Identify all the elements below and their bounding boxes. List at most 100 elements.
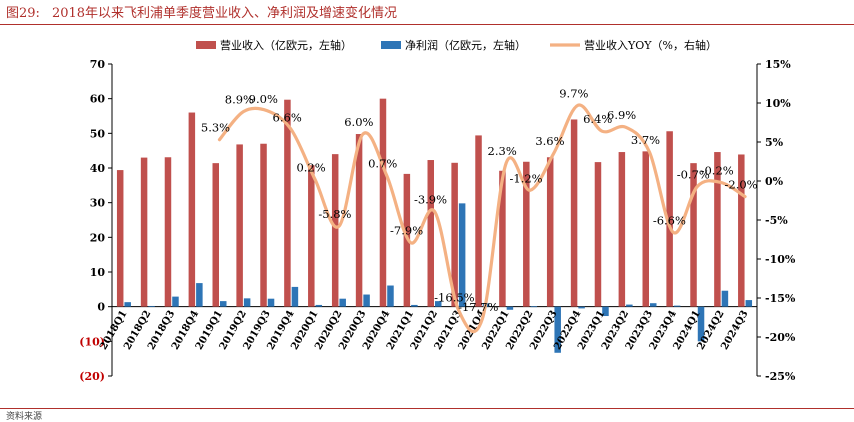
- profit-bar: [339, 298, 346, 307]
- legend-profit-swatch: [381, 41, 401, 49]
- figure-number: 图29:: [6, 6, 40, 21]
- revenue-bar: [140, 157, 148, 307]
- right-tick-label: 15%: [765, 58, 791, 71]
- revenue-bar: [499, 170, 506, 307]
- yoy-data-label: -7.9%: [390, 224, 423, 238]
- left-tick-label: 60: [90, 93, 106, 106]
- profit-bar: [196, 283, 203, 307]
- yoy-data-label: -2.0%: [725, 178, 758, 192]
- profit-bar: [650, 303, 657, 307]
- revenue-bar: [355, 134, 363, 307]
- profit-bar: [220, 301, 227, 307]
- profit-bar: [124, 302, 131, 307]
- revenue-bar: [164, 157, 172, 307]
- right-tick-label: -10%: [765, 253, 796, 266]
- right-tick-label: 0%: [765, 175, 784, 188]
- legend-revenue-swatch: [196, 41, 216, 49]
- left-tick-label: 20: [90, 231, 106, 244]
- yoy-data-label: 8.9%: [225, 93, 254, 107]
- left-tick-label: (10): [79, 335, 105, 348]
- profit-bar: [435, 301, 442, 307]
- revenue-bar: [284, 99, 291, 307]
- revenue-bar: [260, 143, 267, 307]
- yoy-data-label: 6.9%: [607, 108, 636, 122]
- figure-title-text: 2018年以来飞利浦单季度营业收入、净利润及增速变化情况: [51, 6, 398, 21]
- right-tick-label: -20%: [765, 331, 796, 344]
- left-tick-label: 50: [90, 127, 106, 140]
- left-tick-label: 0: [97, 301, 105, 314]
- profit-bar: [387, 285, 394, 307]
- profit-bar: [554, 306, 561, 353]
- revenue-bar: [116, 170, 124, 307]
- yoy-data-label: -6.6%: [653, 213, 686, 227]
- yoy-line: [217, 103, 747, 334]
- right-tick-label: -5%: [765, 214, 788, 227]
- revenue-bar: [738, 154, 745, 307]
- left-tick-label: (20): [79, 370, 105, 383]
- profit-bar: [530, 306, 538, 308]
- yoy-data-label: -17.7%: [458, 300, 498, 314]
- revenue-bar: [308, 165, 315, 307]
- profit-bar: [626, 304, 633, 307]
- revenue-bar: [451, 162, 458, 307]
- profit-bar: [697, 306, 705, 342]
- yoy-data-label: 2.3%: [488, 144, 517, 158]
- profit-bar: [411, 304, 418, 307]
- legend-yoy-label: 营业收入YOY（%，右轴）: [584, 38, 717, 52]
- right-tick-label: 5%: [765, 136, 784, 149]
- revenue-bar: [570, 119, 578, 307]
- profit-bar: [291, 286, 299, 307]
- left-tick-label: 40: [90, 162, 106, 175]
- revenue-bar: [714, 152, 721, 307]
- figure-title: 图29: 2018年以来飞利浦单季度营业收入、净利润及增速变化情况: [6, 2, 397, 21]
- revenue-bar: [188, 112, 196, 307]
- source-note: 资料来源: [6, 412, 43, 422]
- right-tick-label: -15%: [765, 292, 796, 305]
- profit-bar: [673, 305, 681, 307]
- revenue-bar: [666, 131, 673, 307]
- footer-rule: [0, 408, 854, 409]
- yoy-data-label: 5.3%: [201, 121, 230, 135]
- yoy-data-label: 3.6%: [535, 134, 564, 148]
- revenue-bar: [379, 98, 387, 307]
- profit-bar: [506, 306, 514, 310]
- revenue-bar: [427, 160, 434, 307]
- yoy-data-label: 6.4%: [583, 112, 612, 126]
- profit-bar: [458, 203, 466, 307]
- legend-revenue-label: 营业收入（亿欧元，左轴）: [220, 38, 352, 52]
- revenue-bar: [690, 163, 697, 307]
- yoy-data-label: 9.0%: [249, 92, 278, 106]
- yoy-data-label: 0.7%: [368, 157, 397, 171]
- yoy-data-label: -0.2%: [701, 164, 734, 178]
- profit-bar: [745, 300, 753, 307]
- yoy-data-label: 9.7%: [559, 86, 588, 100]
- yoy-data-label: 3.7%: [631, 133, 660, 147]
- profit-bar: [363, 294, 370, 307]
- profit-bar: [243, 298, 251, 307]
- right-tick-label: 10%: [765, 97, 791, 110]
- profit-bar: [315, 304, 323, 307]
- title-rule: [0, 24, 854, 25]
- left-tick-label: 10: [90, 266, 106, 279]
- yoy-data-label: -3.9%: [414, 192, 447, 206]
- revenue-bar: [523, 161, 530, 307]
- yoy-data-label: 6.6%: [273, 111, 302, 125]
- revenue-bar: [618, 152, 626, 307]
- profit-bar: [267, 298, 275, 307]
- left-tick-label: 30: [90, 197, 106, 210]
- left-tick-label: 70: [90, 58, 106, 71]
- profit-bar: [578, 306, 585, 309]
- profit-bar: [148, 305, 155, 307]
- revenue-bar: [212, 163, 219, 307]
- yoy-data-label: 0.2%: [296, 160, 325, 174]
- revenue-bar: [236, 144, 243, 307]
- yoy-data-label: -0.7%: [677, 167, 710, 181]
- profit-bar: [602, 306, 609, 317]
- legend-profit-label: 净利润（亿欧元，左轴）: [405, 38, 526, 52]
- revenue-bar: [594, 162, 602, 307]
- yoy-data-label: -1.2%: [510, 171, 543, 185]
- yoy-data-label: 6.0%: [344, 115, 373, 129]
- yoy-data-label: -16.5%: [434, 291, 474, 305]
- right-tick-label: -25%: [765, 370, 796, 383]
